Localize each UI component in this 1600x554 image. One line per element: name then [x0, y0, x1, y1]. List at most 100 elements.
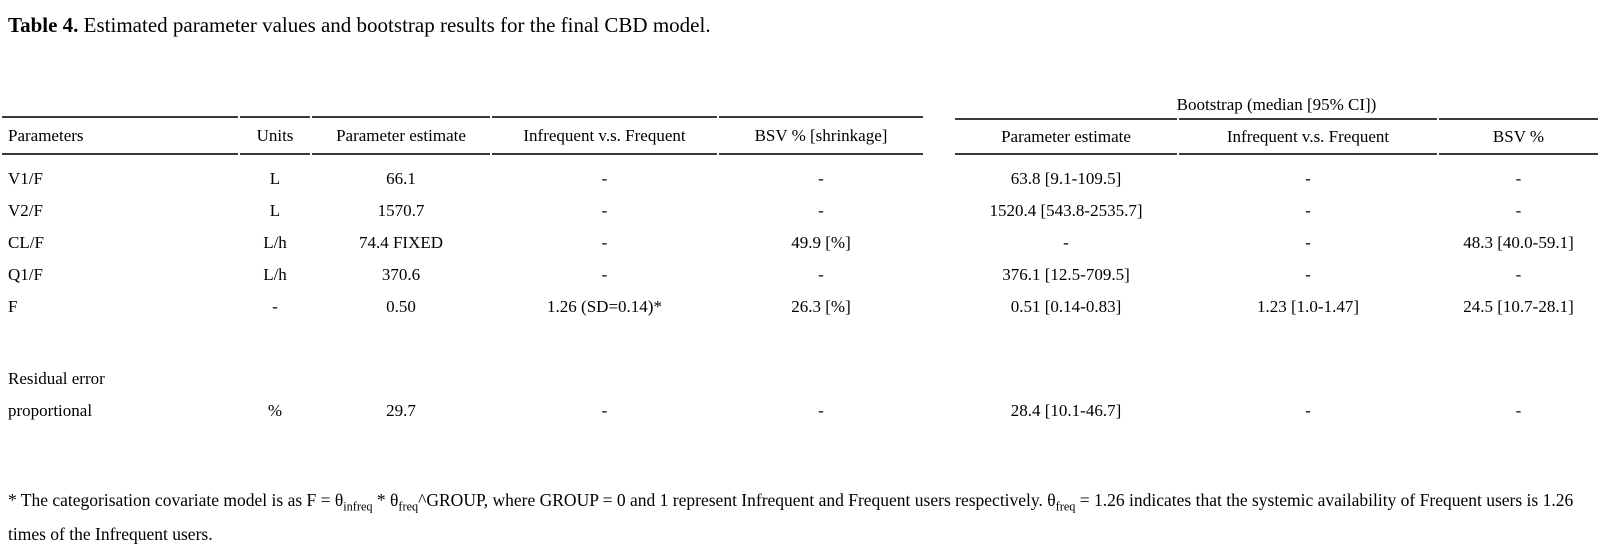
row-label: proportional	[8, 401, 93, 420]
column-gap	[925, 195, 953, 227]
table-cell: 0.50	[386, 297, 416, 316]
table-cell: -	[818, 201, 824, 220]
row-label: Residual error	[8, 369, 105, 388]
table-cell: -	[1515, 401, 1522, 420]
col-header-bootstrap-infrequent-vs-frequent: Infrequent v.s. Frequent	[1179, 118, 1437, 155]
table-cell: -	[272, 297, 278, 316]
row-label: CL/F	[8, 233, 44, 252]
footnote-subscript-infreq: infreq	[343, 499, 373, 514]
table-cell: 376.1 [12.5-709.5]	[1002, 265, 1130, 284]
table-cell	[240, 363, 310, 395]
table-cell: 1.26 (SD=0.14)*	[547, 297, 662, 316]
column-gap	[925, 291, 953, 323]
table-cell: 66.1	[386, 169, 416, 188]
col-header-infrequent-vs-frequent: Infrequent v.s. Frequent	[492, 118, 717, 155]
table-cell: 1.23 [1.0-1.47]	[1257, 297, 1359, 316]
table-cell: -	[1305, 401, 1311, 420]
table-cell: %	[267, 401, 283, 420]
col-header-units: Units	[240, 118, 310, 155]
rule-segment	[240, 90, 310, 118]
parameter-table: Bootstrap (median [95% CI]) Parameters U…	[0, 90, 1600, 427]
table-row: V2/F L 1570.7 - - 1520.4 [543.8-2535.7] - -	[2, 195, 1598, 227]
table-row: Q1/F L/h 370.6 - - 376.1 [12.5-709.5] - -	[2, 259, 1598, 291]
table-cell	[312, 363, 490, 395]
table-cell	[955, 363, 1177, 395]
bootstrap-group-header: Bootstrap (median [95% CI])	[1176, 95, 1377, 114]
col-header-bootstrap-parameter-estimate: Parameter estimate	[955, 118, 1177, 155]
col-header-bsv-shrinkage: BSV % [shrinkage]	[719, 118, 923, 155]
table-cell: L	[269, 201, 281, 220]
table-cell	[719, 363, 923, 395]
table-cell: -	[1305, 233, 1311, 252]
table-cell: L/h	[263, 265, 287, 284]
bootstrap-span-row: Bootstrap (median [95% CI])	[2, 90, 1598, 118]
col-header-parameters: Parameters	[2, 118, 238, 155]
table-cell: -	[1515, 201, 1522, 220]
column-gap	[925, 155, 953, 195]
table-cell: -	[818, 169, 824, 188]
column-gap	[925, 395, 953, 427]
row-label: V2/F	[8, 201, 43, 220]
table-cell: -	[1063, 233, 1069, 252]
table-cell: 24.5 [10.7-28.1]	[1463, 297, 1574, 316]
table-cell: -	[1515, 169, 1522, 188]
table-cell: -	[818, 265, 824, 284]
table-row: Residual error	[2, 363, 1598, 395]
footnote-text: ^GROUP, where GROUP = 0 and 1 represent …	[418, 490, 1056, 510]
table-cell	[492, 363, 717, 395]
footnote: * The categorisation covariate model is …	[8, 483, 1586, 551]
table-cell: L	[269, 169, 281, 188]
table-cell: -	[1305, 169, 1311, 188]
table-cell: -	[601, 169, 608, 188]
table-row: V1/F L 66.1 - - 63.8 [9.1-109.5] - -	[2, 155, 1598, 195]
table-spacer-row	[2, 323, 1598, 363]
table-cell: 63.8 [9.1-109.5]	[1010, 169, 1122, 188]
table-cell: 49.9 [%]	[791, 233, 851, 252]
table-cell: -	[601, 233, 608, 252]
table-cell: 1570.7	[377, 201, 425, 220]
rule-segment	[2, 90, 238, 118]
row-label: V1/F	[8, 169, 43, 188]
column-gap	[925, 227, 953, 259]
column-gap	[925, 363, 953, 395]
table-number: Table 4.	[8, 13, 79, 37]
col-header-bootstrap-bsv: BSV %	[1439, 118, 1598, 155]
table-cell: 48.3 [40.0-59.1]	[1463, 233, 1574, 252]
table-cell: 26.3 [%]	[791, 297, 851, 316]
table-cell: 370.6	[381, 265, 421, 284]
row-label: Q1/F	[8, 265, 43, 284]
column-gap	[925, 90, 953, 118]
table-cell: -	[601, 265, 608, 284]
table-cell	[1439, 363, 1598, 395]
table-row: CL/F L/h 74.4 FIXED - 49.9 [%] - - 48.3 [40.0-5…	[2, 227, 1598, 259]
rule-segment	[312, 90, 490, 118]
footnote-subscript-freq: freq	[398, 499, 419, 514]
table-cell: 29.7	[386, 401, 416, 420]
table-body: V1/F L 66.1 - - 63.8 [9.1-109.5] - - V2/F L 1570.7…	[2, 155, 1598, 427]
table-cell: 28.4 [10.1-46.7]	[1010, 401, 1122, 420]
col-header-parameter-estimate: Parameter estimate	[312, 118, 490, 155]
table-cell	[1179, 363, 1437, 395]
table-row: proportional% 29.7 - - 28.4 [10.1-46.7] - -	[2, 395, 1598, 427]
column-header-row: Parameters Units Parameter estimate Infr…	[2, 118, 1598, 155]
table-cell: 0.51 [0.14-0.83]	[1010, 297, 1122, 316]
column-gap	[925, 118, 953, 155]
rule-segment	[492, 90, 717, 118]
table-cell: -	[1305, 201, 1311, 220]
table-cell: L/h	[263, 233, 287, 252]
footnote-text: = 1.26 indicates that the systemic avail…	[8, 490, 1574, 545]
table-caption: Table 4. Estimated parameter values and …	[0, 0, 1600, 38]
row-label: F	[8, 297, 18, 316]
table-cell: -	[1305, 265, 1311, 284]
table-cell: -	[818, 401, 824, 420]
table-caption-text: Estimated parameter values and bootstrap…	[78, 13, 711, 37]
table-cell: -	[601, 201, 608, 220]
table-cell: 1520.4 [543.8-2535.7]	[989, 201, 1143, 220]
column-gap	[925, 259, 953, 291]
footnote-text: * θ	[372, 490, 399, 510]
footnote-text: * The categorisation covariate model is …	[8, 490, 344, 510]
footnote-subscript-freq: freq	[1055, 499, 1076, 514]
rule-segment	[719, 90, 923, 118]
table-row: F - 0.50 1.26 (SD=0.14)* 26.3 [%] 0.51 [0.14-…	[2, 291, 1598, 323]
table-cell: -	[601, 401, 608, 420]
